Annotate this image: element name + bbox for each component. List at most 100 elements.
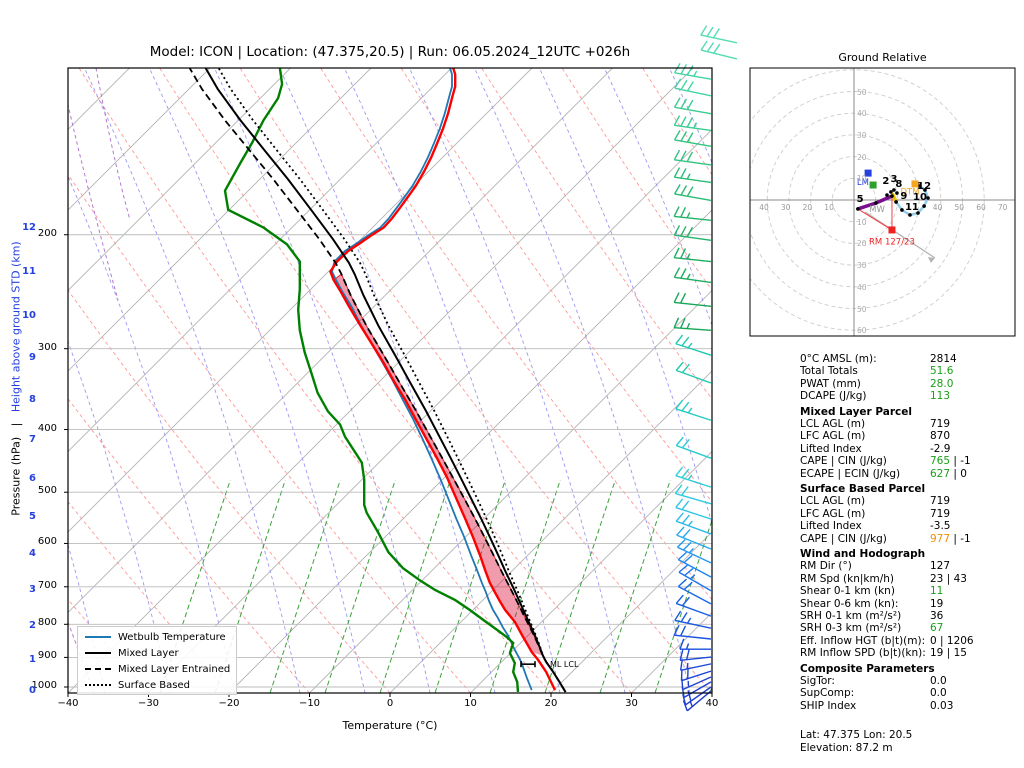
param-value-part: 28.0 (930, 377, 954, 390)
param-value: 19 | 15 (930, 647, 967, 659)
pressure-tick-label: 900 (37, 650, 57, 662)
hodo-height-label: 8 (895, 179, 902, 190)
legend-label: Mixed Layer (118, 647, 179, 659)
hodo-ring-label: 20 (857, 239, 867, 249)
param-section-header: Composite Parameters (800, 662, 935, 675)
pressure-tick-label: 400 (37, 422, 57, 434)
param-value-part: 23 | 43 (930, 572, 967, 585)
legend: Wetbulb Temperature Mixed Layer Mixed La… (77, 626, 237, 695)
hodo-axis-label: 30 (780, 203, 791, 212)
param-value: 870 (930, 430, 950, 442)
param-value-part: 765 (930, 455, 951, 468)
pressure-tick-label: 200 (37, 227, 57, 239)
param-value: 113 (930, 390, 950, 402)
param-label: DCAPE (J/kg) (800, 390, 867, 403)
param-label: Total Totals (800, 365, 858, 378)
pressure-tick-label: 700 (37, 579, 57, 591)
hodo-marker-DTM (911, 180, 919, 188)
param-label: 0°C AMSL (m): (800, 353, 877, 365)
hodo-ring-label: 50 (857, 304, 867, 314)
param-value: 51.6 (930, 365, 953, 377)
height-km-tick-label: 9 (29, 352, 36, 364)
param-label: PWAT (mm) (800, 377, 861, 390)
param-label: ECAPE | ECIN (J/kg) (800, 467, 901, 480)
pressure-tick-label: 600 (37, 536, 57, 548)
x-tick-label: −40 (57, 698, 79, 709)
wind-barbs (673, 25, 738, 712)
param-value: 11 (930, 585, 943, 597)
legend-item-surface-based: Surface Based (85, 677, 236, 693)
param-value-part: 51.6 (930, 365, 954, 378)
hodo-marker-label: LM (857, 178, 869, 188)
param-value: 127 (930, 560, 950, 572)
hodo-marker-label: DTM (900, 187, 919, 197)
x-axis-label: Temperature (°C) (342, 719, 438, 732)
param-value: -2.9 (930, 443, 951, 455)
hodo-marker-label: RM 127/23 (869, 237, 915, 247)
height-km-tick-label: 8 (29, 393, 36, 405)
param-value: -3.5 (930, 520, 951, 532)
param-value-part: | 0 (950, 467, 967, 480)
param-value: 0 | 1206 (930, 635, 974, 647)
hodo-ring-label: 40 (857, 109, 867, 119)
param-value: 719 (930, 495, 950, 507)
x-tick-label: 40 (705, 698, 719, 709)
param-value-part: 719 (930, 418, 951, 430)
param-value-part: 627 (930, 467, 951, 480)
hodo-axis-label: 10 (824, 203, 834, 212)
hodo-axis-label: 70 (997, 203, 1008, 212)
height-km-tick-label: 1 (29, 654, 36, 666)
y-axis-label-separator: | (9, 412, 23, 437)
hodo-ring-label: 10 (857, 217, 867, 227)
height-km-tick-label: 3 (29, 584, 36, 596)
hodo-axis-label: 40 (759, 203, 769, 212)
x-tick-label: 30 (625, 698, 638, 709)
param-label: SupComp: (800, 687, 855, 700)
hodo-height-label: 12 (917, 181, 931, 192)
param-label: LCL AGL (m) (800, 495, 866, 508)
x-tick-label: −30 (137, 698, 160, 709)
param-label: Eff. Inflow HGT (b|t)(m): (800, 634, 926, 647)
param-value-part: 2814 (930, 353, 957, 365)
param-value-part: 0.0 (930, 687, 947, 700)
mixed-layer-entrained-line-sample-icon (85, 668, 111, 670)
hodo-height-label: 10 (913, 192, 927, 203)
param-value-part: 719 (930, 495, 951, 508)
param-value: 23 | 43 (930, 573, 967, 585)
param-label: CAPE | CIN (J/kg) (800, 532, 887, 545)
param-label: Shear 0-1 km (kn) (800, 585, 895, 598)
pressure-tick-label: 1000 (31, 680, 57, 691)
param-value: 0.03 (930, 700, 953, 712)
param-value-part: 870 (930, 430, 951, 443)
legend-item-mixed-layer-entrained: Mixed Layer Entrained (85, 661, 236, 677)
footer-elevation: Elevation: 87.2 m (800, 742, 893, 754)
param-label: RM Spd (kn|km/h) (800, 572, 894, 585)
hodo-marker-LM (864, 169, 872, 177)
param-value: 0.0 (930, 687, 947, 699)
param-label: SigTor: (800, 675, 835, 687)
hodo-ring-label: 50 (857, 87, 867, 97)
param-value: 719 (930, 418, 950, 430)
hodo-height-label: 3 (890, 174, 897, 185)
param-value-part: 11 (930, 585, 944, 598)
param-label: CAPE | CIN (J/kg) (800, 455, 887, 468)
legend-label: Mixed Layer Entrained (118, 663, 231, 675)
hodo-ring-label: 60 (857, 326, 867, 336)
x-tick-label: 10 (464, 698, 477, 709)
legend-label: Surface Based (118, 679, 190, 691)
hodo-axis-label: 50 (954, 203, 965, 212)
hodo-height-label: 5 (857, 194, 864, 205)
pressure-tick-label: 300 (37, 341, 57, 353)
param-value: 719 (930, 508, 950, 520)
param-value-part: 36 (930, 610, 944, 622)
height-km-tick-label: 6 (29, 473, 36, 485)
legend-item-mixed-layer: Mixed Layer (85, 645, 236, 661)
pressure-tick-label: 800 (37, 617, 57, 629)
param-label: RM Inflow SPD (b|t)(kn): (800, 647, 926, 660)
height-km-tick-label: 11 (22, 266, 36, 278)
param-value-part: 127 (930, 560, 951, 573)
height-km-tick-label: 7 (29, 434, 36, 446)
param-value: 2814 (930, 353, 957, 365)
